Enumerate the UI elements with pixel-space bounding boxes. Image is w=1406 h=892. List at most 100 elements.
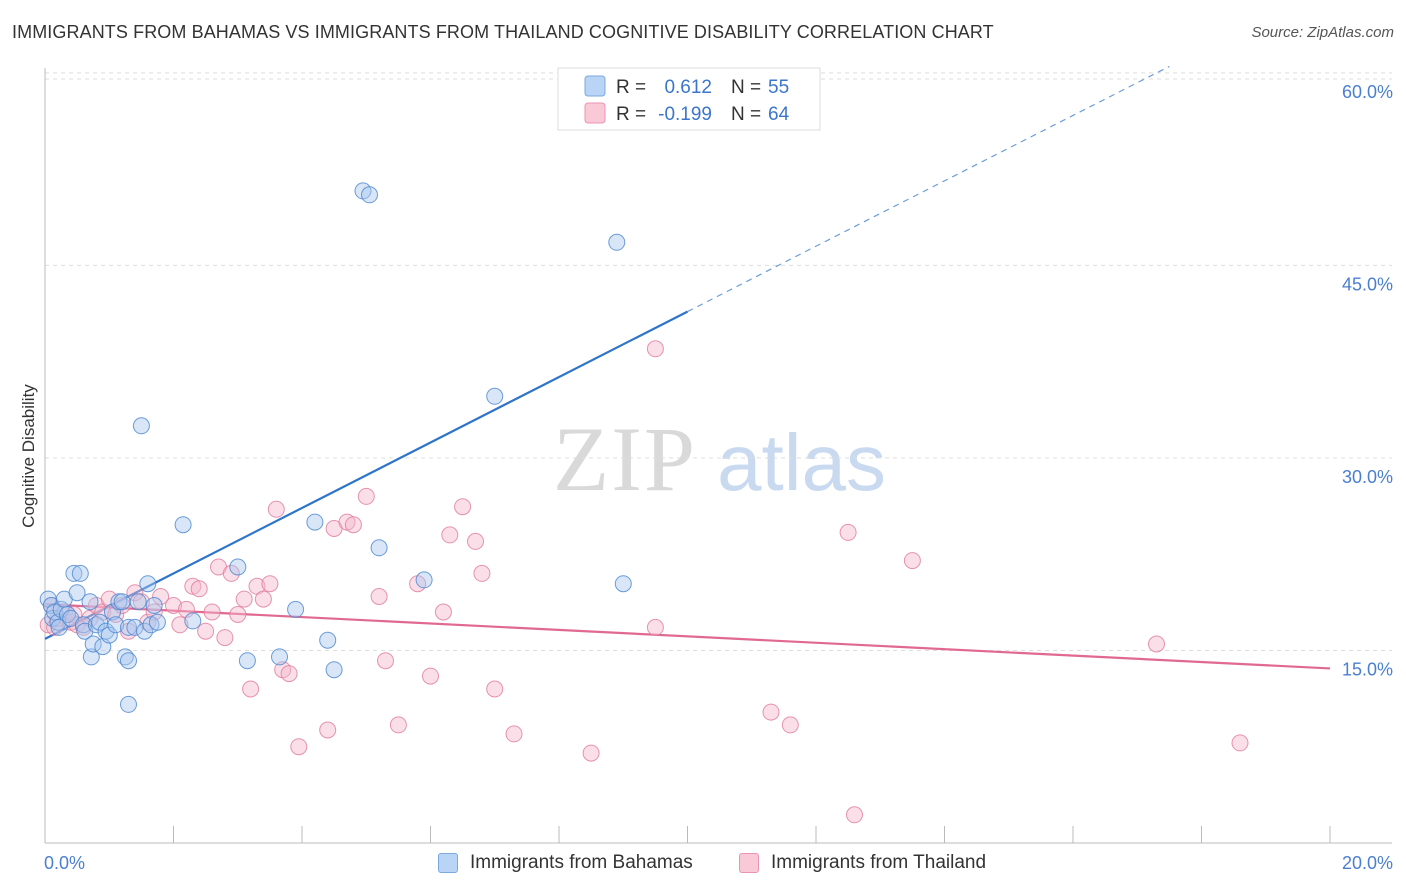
bahamas-point-43 (271, 648, 288, 666)
bahamas-point-10 (65, 564, 83, 582)
y-tick-label-2: 45.0% (1342, 274, 1393, 294)
thailand-trend-line (44, 603, 1331, 670)
thailand-point-58 (582, 744, 600, 762)
thailand-point-26 (197, 622, 215, 640)
bahamas-point-51 (415, 571, 433, 589)
bahamas-point-18 (87, 616, 105, 634)
bottom-swatch-thailand (739, 853, 759, 873)
bahamas-point-11 (68, 584, 86, 602)
thailand-point-35 (254, 590, 272, 608)
thailand-point-47 (377, 652, 394, 670)
thailand-point-27 (203, 603, 221, 621)
bahamas-point-26 (113, 593, 131, 611)
bahamas-point-46 (319, 631, 337, 649)
bahamas-point-34 (136, 622, 154, 640)
thailand-point-29 (216, 629, 234, 647)
bahamas-point-15 (81, 593, 99, 611)
thailand-point-51 (434, 603, 452, 621)
bahamas-point-17 (84, 635, 102, 653)
watermark-atlas: atlas (717, 418, 886, 507)
bahamas-point-52 (486, 387, 504, 405)
thailand-point-65 (903, 552, 921, 570)
thailand-point-31 (229, 606, 247, 623)
bahamas-point-40 (184, 612, 202, 630)
thailand-point-50 (422, 667, 439, 685)
thailand-point-63 (839, 523, 857, 541)
thailand-point-36 (261, 575, 279, 593)
thailand-point-39 (280, 665, 298, 683)
thailand-point-59 (646, 340, 664, 358)
thailand-point-67 (1231, 734, 1249, 752)
bottom-swatch-bahamas (438, 853, 458, 873)
thailand-point-44 (344, 516, 362, 534)
bahamas-point-24 (107, 616, 125, 634)
legend-n-label-bahamas: N = (731, 77, 761, 98)
bahamas-point-54 (614, 575, 632, 593)
bahamas-trend-line (44, 310, 688, 640)
bahamas-point-29 (120, 618, 137, 636)
bahamas-point-53 (608, 233, 626, 251)
thailand-point-61 (762, 703, 780, 721)
bahamas-point-31 (126, 618, 144, 636)
legend-r-value-thailand: -0.199 (658, 104, 712, 125)
thailand-point-21 (165, 597, 182, 614)
x-tick-label-right: 20.0% (1342, 853, 1393, 873)
bahamas-point-30 (120, 695, 137, 713)
bahamas-point-38 (148, 613, 166, 631)
bahamas-point-19 (91, 613, 109, 631)
legend-swatch-thailand (584, 102, 606, 124)
bottom-legend-thailand: Immigrants from Thailand (739, 852, 986, 874)
thailand-point-66 (1148, 635, 1165, 653)
bahamas-point-42 (238, 652, 256, 670)
watermark: ZIP atlas (553, 408, 886, 510)
thailand-point-40 (290, 738, 308, 756)
thailand-point-19 (145, 603, 163, 621)
bahamas-point-33 (132, 417, 150, 435)
thailand-point-53 (454, 498, 472, 516)
thailand-point-54 (467, 532, 484, 550)
bahamas-point-16 (82, 648, 100, 666)
thailand-point-22 (171, 616, 189, 634)
legend-n-value-thailand: 64 (768, 104, 790, 125)
bahamas-point-39 (174, 516, 192, 534)
trend-lines (44, 65, 1331, 670)
thailand-point-64 (846, 806, 863, 824)
bottom-legend-bahamas: Immigrants from Bahamas (438, 852, 693, 874)
thailand-point-62 (781, 716, 799, 734)
top-legend: R = 0.612 N = 55 R = -0.199 N = 64 (557, 67, 821, 131)
bahamas-point-35 (139, 575, 157, 593)
bahamas-points (39, 182, 632, 713)
bottom-legend-label-thailand: Immigrants from Thailand (771, 852, 987, 873)
thailand-point-56 (486, 680, 504, 698)
thailand-point-46 (370, 588, 388, 605)
thailand-point-52 (441, 526, 459, 544)
bahamas-point-49 (361, 186, 378, 204)
legend-swatch-bahamas (584, 75, 606, 97)
thailand-point-20 (152, 588, 170, 605)
bahamas-point-50 (370, 539, 388, 557)
thailand-point-55 (473, 564, 491, 582)
thailand-point-41 (319, 721, 337, 739)
bottom-legend-label-bahamas: Immigrants from Bahamas (470, 852, 693, 873)
bahamas-point-5 (50, 618, 68, 636)
bahamas-trend-extension (687, 65, 1170, 313)
bahamas-point-22 (100, 626, 118, 644)
bahamas-point-47 (325, 661, 343, 679)
legend-n-label-thailand: N = (731, 104, 761, 125)
chart-title: IMMIGRANTS FROM BAHAMAS VS IMMIGRANTS FR… (12, 22, 994, 42)
thailand-point-25 (190, 580, 208, 598)
thailand-point-18 (139, 613, 157, 631)
thailand-point-60 (646, 618, 664, 636)
source-label: Source: ZipAtlas.com (1251, 24, 1394, 41)
thailand-point-30 (222, 564, 240, 582)
grid-lines (45, 72, 1392, 651)
thailand-point-32 (235, 590, 253, 608)
thailand-point-37 (267, 500, 285, 518)
thailand-point-57 (505, 725, 523, 743)
legend-n-value-bahamas: 55 (768, 77, 789, 98)
y-tick-label-3: 60.0% (1342, 82, 1393, 102)
legend-r-value-bahamas: 0.612 (664, 77, 712, 98)
thailand-point-33 (242, 680, 260, 698)
watermark-zip: ZIP (553, 408, 697, 510)
